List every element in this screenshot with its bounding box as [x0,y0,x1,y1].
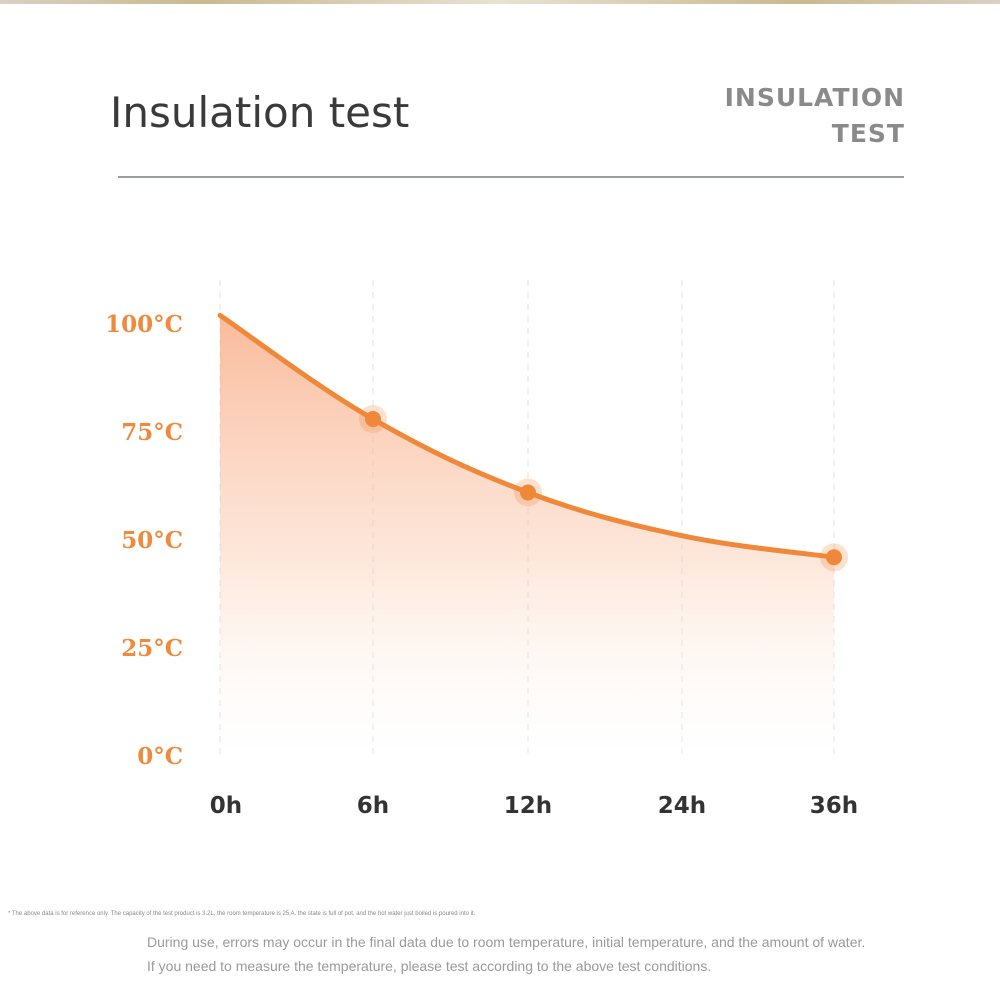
english-title-line2: TEST [831,119,905,148]
english-title: INSULATION TEST [725,80,905,152]
x-tick-label: 6h [357,793,389,819]
footnote-line-2: If you need to measure the temperature, … [147,958,712,974]
top-decor-strip [0,0,1000,4]
page-title: Insulation test [110,88,410,137]
x-tick-label: 36h [810,793,858,819]
title-divider [118,176,904,178]
y-tick-label: 50°C [121,527,183,554]
x-axis-ticks: 0h 6h 12h 24h 36h [210,793,858,819]
x-tick-label: 12h [504,793,552,819]
y-tick-label: 75°C [121,419,183,446]
marker-12h [520,484,536,501]
y-tick-label: 0°C [137,743,183,770]
y-tick-label: 25°C [121,635,183,662]
footnote-line-1: During use, errors may occur in the fina… [147,934,866,950]
marker-36h [826,549,842,566]
insulation-chart: 100°C 75°C 50°C 25°C 0°C 0h 6h 12h 24h 36h [105,280,858,819]
marker-6h [365,411,381,428]
x-tick-label: 24h [658,793,706,819]
footnote-small: * The above data is for reference only. … [8,911,476,917]
y-axis-ticks: 100°C 75°C 50°C 25°C 0°C [105,311,183,770]
marker-layer [359,405,848,572]
english-title-line1: INSULATION [724,83,905,112]
x-tick-label: 0h [210,793,242,819]
y-tick-label: 100°C [105,311,183,338]
